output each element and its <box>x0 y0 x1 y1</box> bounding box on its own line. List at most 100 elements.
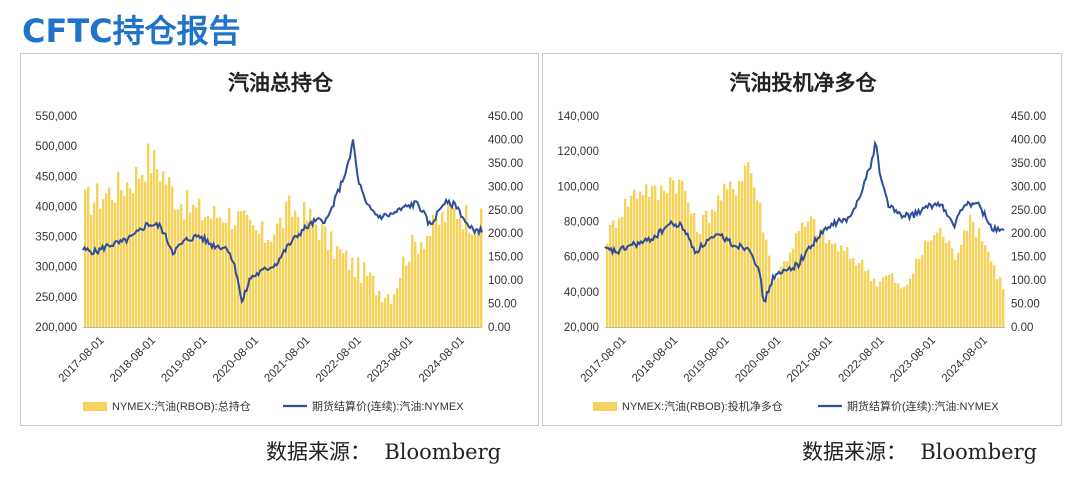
bar <box>993 265 996 327</box>
bar <box>852 258 855 327</box>
bar <box>303 201 306 327</box>
bar <box>828 239 831 327</box>
bar <box>984 245 987 327</box>
bar <box>648 196 651 327</box>
bar <box>426 235 429 327</box>
bar <box>879 281 882 327</box>
bar <box>786 261 789 327</box>
bar <box>117 171 120 327</box>
y-left-tick-label: 550,000 <box>35 111 77 123</box>
bar <box>432 214 435 327</box>
bar <box>702 214 705 327</box>
bar <box>816 235 819 327</box>
y-left-tick-label: 300,000 <box>35 262 77 274</box>
bar <box>720 200 723 327</box>
bar <box>87 187 90 327</box>
bar <box>444 222 447 327</box>
bar <box>669 177 672 327</box>
bar <box>387 294 390 327</box>
x-tick-label: 2022-08-01 <box>314 335 364 385</box>
bar <box>948 240 951 327</box>
bar <box>156 169 159 327</box>
bar <box>840 245 843 327</box>
bar <box>189 212 192 327</box>
bar <box>210 218 213 327</box>
bar <box>390 303 393 327</box>
bar <box>957 252 960 327</box>
bar <box>684 191 687 327</box>
bar <box>384 297 387 327</box>
bar <box>450 206 453 327</box>
bar <box>954 259 957 327</box>
bar <box>447 201 450 327</box>
bar <box>132 192 135 327</box>
bar <box>756 200 759 327</box>
bar <box>222 222 225 327</box>
bar <box>882 277 885 327</box>
y-right-tick-label: 450.00 <box>1011 111 1046 123</box>
bar <box>105 193 108 327</box>
bar <box>873 278 876 327</box>
bar <box>120 189 123 327</box>
bar <box>798 230 801 327</box>
y-right-tick-label: 50.00 <box>488 299 517 311</box>
bar <box>315 224 318 327</box>
y-right-tick-label: 100.00 <box>488 275 523 287</box>
legend-label-bar: NYMEX:汽油(RBOB):投机净多仓 <box>622 399 783 413</box>
bar <box>960 244 963 327</box>
y-left-tick-label: 20,000 <box>564 322 599 334</box>
bar <box>180 204 183 327</box>
bar <box>234 225 237 327</box>
bar <box>333 258 336 327</box>
y-right-tick-label: 350.00 <box>488 158 523 170</box>
bar <box>150 173 153 327</box>
bar <box>441 212 444 327</box>
bar <box>93 202 96 327</box>
series-line <box>82 139 483 305</box>
legend-label-bar: NYMEX:汽油(RBOB):总持仓 <box>112 399 251 413</box>
bar <box>153 150 156 327</box>
bar <box>723 183 726 327</box>
bar <box>747 162 750 327</box>
bar <box>696 231 699 327</box>
x-tick-label: 2020-08-01 <box>211 335 261 385</box>
bar <box>372 275 375 327</box>
bar <box>675 193 678 327</box>
bar <box>351 257 354 327</box>
x-tick-label: 2018-08-01 <box>630 335 680 385</box>
chart-svg-net-long: 汽油投机净多仓 140,000 120,000 100,000 80,000 60,000… <box>557 71 1046 413</box>
bar <box>336 246 339 327</box>
bar <box>942 236 945 327</box>
bar <box>807 221 810 327</box>
bar <box>324 226 327 327</box>
bar <box>171 186 174 327</box>
bar <box>978 227 981 327</box>
y-right-tick-label: 50.00 <box>1011 299 1040 311</box>
bar <box>360 282 363 327</box>
bar <box>693 212 696 327</box>
bar <box>339 249 342 327</box>
bar <box>183 219 186 327</box>
bar <box>708 223 711 327</box>
bar <box>951 248 954 327</box>
source-note-left: 数据来源： Bloomberg <box>266 440 502 464</box>
bar <box>762 232 765 327</box>
bar <box>168 176 171 327</box>
bar <box>651 186 654 327</box>
chart-title: 汽油总持仓 <box>228 71 334 95</box>
bar <box>204 217 207 327</box>
bar <box>900 288 903 327</box>
bar <box>777 277 780 327</box>
bar <box>996 278 999 327</box>
bar <box>636 198 639 327</box>
x-tick-label: 2019-08-01 <box>159 335 209 385</box>
chart-panel-total-open-interest: 汽油总持仓 550,000 500,000 450,000 400,000 350,000… <box>20 53 539 426</box>
bar <box>819 230 822 327</box>
bar <box>660 185 663 327</box>
x-tick-label: 2024-08-01 <box>940 335 990 385</box>
bar <box>888 274 891 327</box>
bar <box>408 261 411 327</box>
bar <box>255 229 258 327</box>
bar <box>678 179 681 327</box>
bar <box>627 206 630 327</box>
